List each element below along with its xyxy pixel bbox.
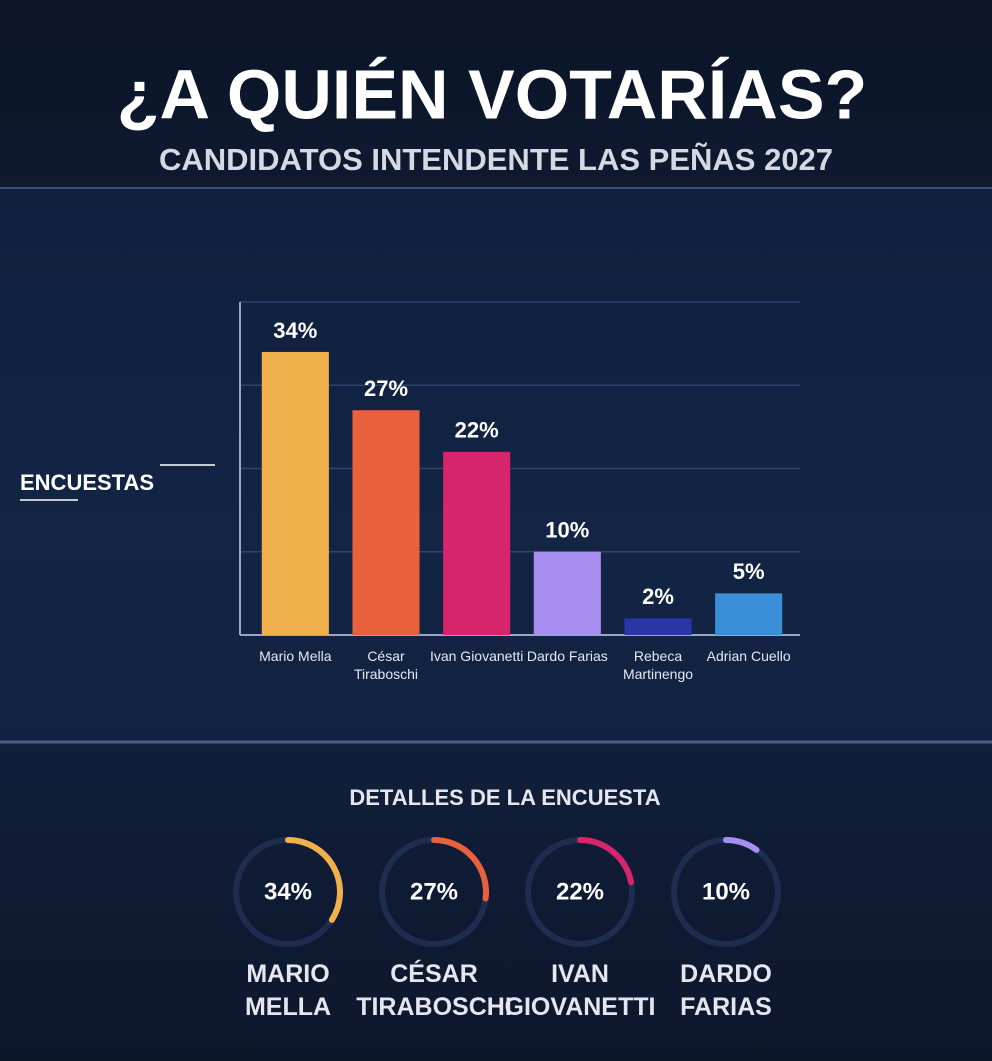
value-label: 5% [733, 559, 765, 584]
value-label: 27% [364, 376, 408, 401]
section-title: DETALLES DE LA ENCUESTA [349, 785, 660, 810]
gauge-name: IVAN GIOVANETTI [504, 960, 656, 1021]
gauge-name: MARIO MELLA [244, 960, 332, 1021]
gauge-name: CÉSAR TIRABOSCHI [356, 960, 512, 1021]
gauge-value: 34% [264, 878, 312, 905]
value-label: 22% [455, 418, 499, 443]
gauge-arc [431, 837, 489, 902]
x-tick-label: César Tiraboschi [353, 648, 419, 683]
gauge-arc [723, 837, 760, 853]
gauge-value: 27% [410, 878, 458, 905]
bar [443, 451, 511, 635]
title: ¿A QUIÉN VOTARÍAS? [117, 55, 868, 133]
x-tick-label: Mario Mella [259, 648, 332, 664]
value-label: 34% [273, 318, 317, 343]
bar [533, 551, 601, 635]
x-tick-label: Rebeca Martinengo [622, 648, 694, 683]
bar [715, 593, 783, 635]
gauge-name: DARDO FARIAS [680, 960, 772, 1021]
gauge-value: 10% [702, 878, 750, 905]
value-label: 2% [642, 584, 674, 609]
x-tick-label: Ivan Giovanetti [429, 648, 524, 664]
x-tick-label: Dardo Farias [526, 648, 608, 664]
gauge-arc [285, 837, 343, 923]
gauge-value: 22% [556, 878, 604, 905]
gauge-arc [577, 837, 635, 886]
bar [261, 351, 329, 635]
subtitle: CANDIDATOS INTENDENTE LAS PEÑAS 2027 [159, 142, 833, 177]
x-tick-label: Adrian Cuello [706, 648, 791, 664]
side-label: ENCUESTAS [20, 470, 154, 495]
bar [624, 618, 692, 635]
value-label: 10% [545, 518, 589, 543]
bar [352, 410, 420, 635]
